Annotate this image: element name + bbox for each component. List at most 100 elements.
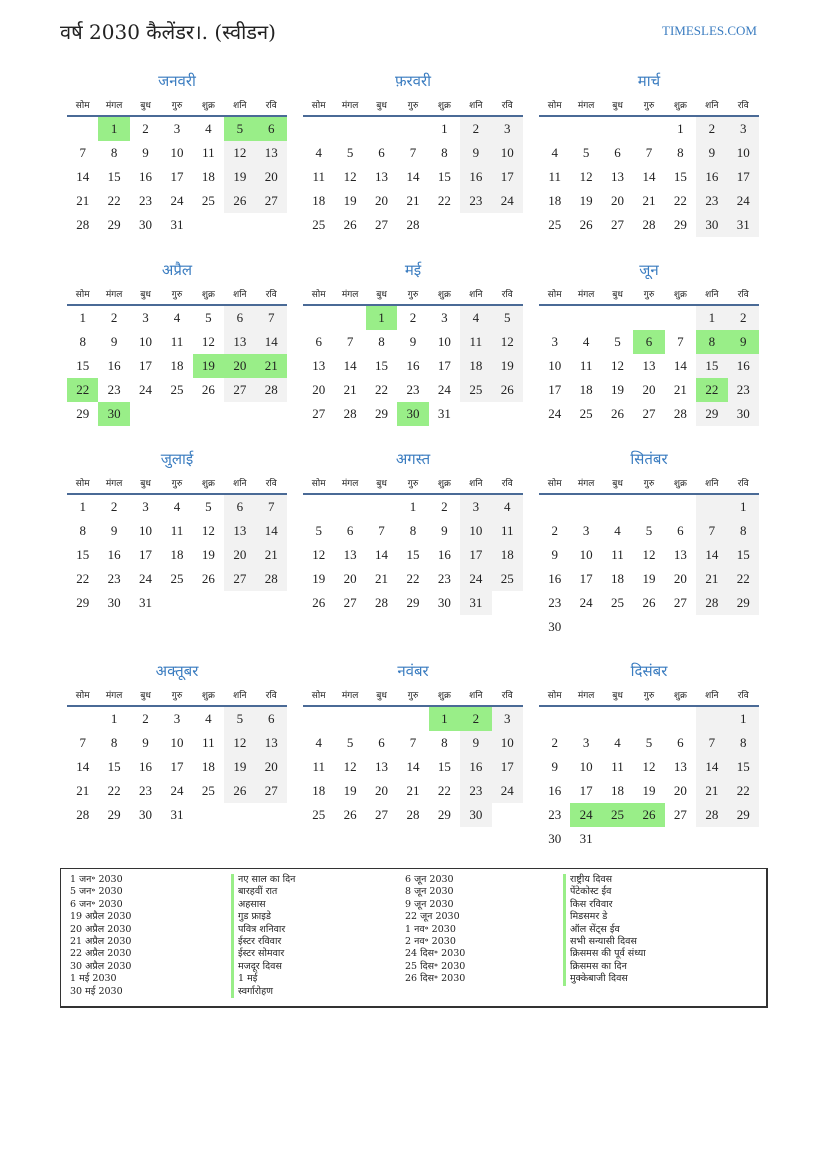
- day-cell[interactable]: 15: [406, 547, 420, 562]
- day-cell[interactable]: 14: [673, 358, 687, 373]
- day-cell[interactable]: 18: [611, 783, 625, 798]
- day-cell[interactable]: 9: [409, 334, 417, 349]
- day-cell[interactable]: 1: [677, 121, 684, 136]
- day-cell[interactable]: 23: [548, 595, 562, 610]
- day-cell[interactable]: 21: [696, 779, 728, 803]
- day-cell[interactable]: 2: [551, 523, 558, 538]
- day-cell[interactable]: 12: [579, 169, 593, 184]
- day-cell[interactable]: 6: [224, 306, 256, 330]
- day-cell[interactable]: 2: [110, 499, 118, 514]
- day-cell[interactable]: 30: [397, 402, 429, 426]
- day-cell[interactable]: 14: [76, 169, 90, 184]
- day-cell[interactable]: 22: [727, 779, 759, 803]
- day-cell[interactable]: 26: [224, 779, 256, 803]
- day-cell[interactable]: 2: [441, 499, 448, 514]
- day-cell[interactable]: 12: [201, 334, 215, 349]
- day-cell[interactable]: 9: [460, 731, 492, 755]
- day-cell[interactable]: 31: [170, 217, 184, 232]
- day-cell[interactable]: 30: [139, 217, 153, 232]
- day-cell[interactable]: 11: [611, 547, 624, 562]
- day-cell[interactable]: 29: [76, 406, 90, 421]
- day-cell[interactable]: 31: [727, 213, 759, 237]
- day-cell[interactable]: 29: [406, 595, 420, 610]
- day-cell[interactable]: 11: [170, 523, 184, 538]
- day-cell[interactable]: 25: [460, 378, 492, 402]
- day-cell[interactable]: 1: [428, 707, 461, 731]
- day-cell[interactable]: 7: [255, 306, 287, 330]
- day-cell[interactable]: 10: [437, 334, 451, 349]
- day-cell[interactable]: 2: [727, 306, 759, 330]
- day-cell[interactable]: 1: [727, 707, 759, 731]
- day-cell[interactable]: 14: [255, 330, 287, 354]
- day-cell[interactable]: 15: [673, 169, 687, 184]
- day-cell[interactable]: 11: [312, 169, 325, 184]
- day-cell[interactable]: 3: [491, 707, 523, 731]
- day-cell[interactable]: 13: [312, 358, 326, 373]
- day-cell[interactable]: 27: [611, 217, 625, 232]
- brand-link[interactable]: TIMESLES.COM: [662, 23, 757, 38]
- day-cell[interactable]: 24: [170, 193, 184, 208]
- day-cell[interactable]: 3: [491, 117, 523, 141]
- day-cell[interactable]: 24: [170, 783, 184, 798]
- day-cell[interactable]: 4: [614, 735, 621, 750]
- day-cell[interactable]: 18: [312, 193, 326, 208]
- day-cell[interactable]: 15: [76, 547, 90, 562]
- day-cell[interactable]: 8: [441, 735, 448, 750]
- day-cell[interactable]: 8: [409, 523, 417, 538]
- day-cell[interactable]: 25: [201, 193, 215, 208]
- day-cell[interactable]: 18: [170, 358, 184, 373]
- day-cell[interactable]: 8: [727, 519, 759, 543]
- day-cell[interactable]: 13: [255, 731, 287, 755]
- day-cell[interactable]: 29: [107, 807, 121, 822]
- day-cell[interactable]: 2: [460, 707, 492, 731]
- day-cell[interactable]: 10: [579, 547, 593, 562]
- day-cell[interactable]: 13: [673, 547, 687, 562]
- day-cell[interactable]: 30: [139, 807, 153, 822]
- day-cell[interactable]: 10: [170, 145, 184, 160]
- day-cell[interactable]: 24: [139, 571, 153, 586]
- day-cell[interactable]: 24: [139, 382, 153, 397]
- day-cell[interactable]: 22: [406, 571, 420, 586]
- day-cell[interactable]: 21: [76, 783, 90, 798]
- day-cell[interactable]: 22: [76, 571, 90, 586]
- day-cell[interactable]: 22: [107, 193, 121, 208]
- day-cell[interactable]: 8: [110, 145, 118, 160]
- day-cell[interactable]: 29: [727, 591, 759, 615]
- day-cell[interactable]: 17: [437, 358, 451, 373]
- day-cell[interactable]: 8: [727, 731, 759, 755]
- day-cell[interactable]: 24: [491, 189, 523, 213]
- day-cell[interactable]: 26: [343, 217, 357, 232]
- day-cell[interactable]: 23: [437, 571, 451, 586]
- day-cell[interactable]: 11: [202, 735, 215, 750]
- day-cell[interactable]: 21: [406, 193, 420, 208]
- day-cell[interactable]: 14: [406, 169, 420, 184]
- day-cell[interactable]: 5: [491, 306, 523, 330]
- day-cell[interactable]: 7: [409, 145, 417, 160]
- day-cell[interactable]: 20: [375, 193, 389, 208]
- day-cell[interactable]: 18: [579, 382, 593, 397]
- day-cell[interactable]: 17: [727, 165, 759, 189]
- day-cell[interactable]: 20: [224, 543, 256, 567]
- day-cell[interactable]: 23: [460, 779, 492, 803]
- day-cell[interactable]: 7: [346, 334, 354, 349]
- day-cell[interactable]: 23: [139, 193, 153, 208]
- day-cell[interactable]: 3: [460, 495, 492, 519]
- day-cell[interactable]: 12: [201, 523, 215, 538]
- day-cell[interactable]: 30: [727, 402, 759, 426]
- day-cell[interactable]: 16: [460, 165, 492, 189]
- day-cell[interactable]: 8: [110, 735, 118, 750]
- day-cell[interactable]: 30: [460, 803, 492, 827]
- day-cell[interactable]: 26: [224, 189, 256, 213]
- day-cell[interactable]: 1: [365, 306, 398, 330]
- day-cell[interactable]: 13: [642, 358, 656, 373]
- day-cell[interactable]: 31: [460, 591, 492, 615]
- day-cell[interactable]: 21: [76, 193, 90, 208]
- day-cell[interactable]: 19: [579, 193, 593, 208]
- day-cell[interactable]: 10: [139, 523, 153, 538]
- day-cell[interactable]: 13: [611, 169, 625, 184]
- day-cell[interactable]: 23: [548, 807, 562, 822]
- day-cell[interactable]: 20: [673, 783, 687, 798]
- day-cell[interactable]: 28: [642, 217, 656, 232]
- day-cell[interactable]: 6: [677, 735, 684, 750]
- day-cell[interactable]: 11: [460, 330, 492, 354]
